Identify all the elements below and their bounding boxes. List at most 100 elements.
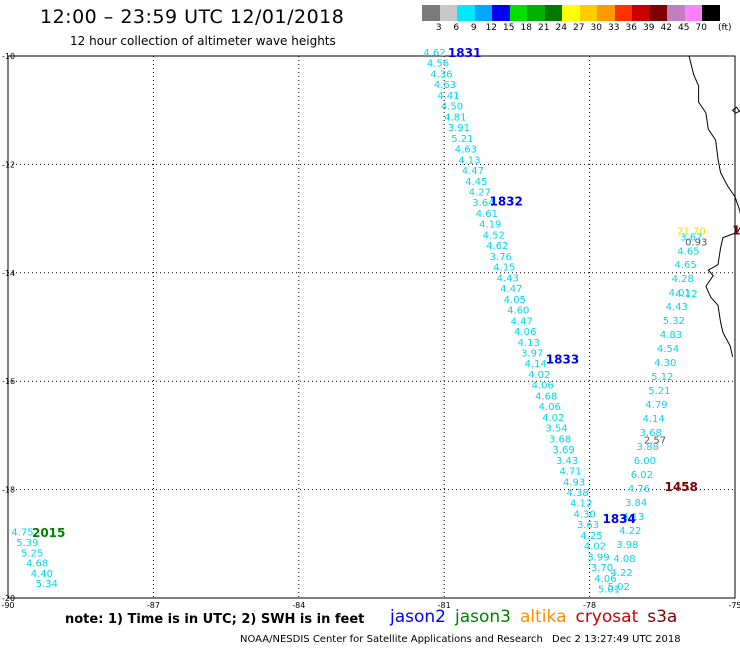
- wave-height-value: 4.06: [594, 574, 616, 585]
- wave-height-value: 4.22: [610, 568, 632, 579]
- color-swatch: [474, 5, 492, 21]
- wave-height-value: 5.21: [451, 134, 473, 145]
- wave-height-value: 5.12: [651, 372, 673, 383]
- color-scale-tick: 39: [643, 23, 655, 33]
- color-swatch: [579, 5, 597, 21]
- x-tick-label: -75: [728, 601, 740, 610]
- color-scale-tick: 21: [538, 23, 550, 33]
- color-swatch: [667, 5, 685, 21]
- wave-height-value: 4.30: [573, 510, 595, 521]
- wave-height-value: 4.79: [645, 400, 667, 411]
- wave-height-value: 4.13: [458, 155, 480, 166]
- pass-number-label: 1832: [489, 195, 522, 209]
- x-tick-label: -87: [147, 601, 160, 610]
- color-swatch: [632, 5, 650, 21]
- legend-s3a: s3a: [647, 607, 678, 627]
- color-swatch: [422, 5, 440, 21]
- wave-height-value: 4.22: [619, 526, 641, 537]
- credit-text: NOAA/NESDIS Center for Satellite Applica…: [240, 634, 543, 645]
- wave-height-value: 4.47: [462, 166, 484, 177]
- color-scale-tick: 24: [555, 23, 567, 33]
- wave-height-value: 4.62: [486, 241, 508, 252]
- wave-height-value: 3.91: [448, 123, 470, 134]
- wave-height-value: 3.43: [556, 456, 578, 467]
- color-scale-tick: 30: [590, 23, 602, 33]
- color-scale-tick: 6: [453, 23, 460, 33]
- wave-height-value: 6.02: [631, 470, 653, 481]
- wave-height-value: 4.65: [674, 260, 696, 271]
- color-scale-tick: 33: [608, 23, 620, 33]
- color-swatch: [702, 5, 720, 21]
- wave-height-value: 4.52: [483, 230, 505, 241]
- color-scale-tick: 15: [503, 23, 515, 33]
- wave-height-value: 4.06: [514, 327, 536, 338]
- page-title: 12:00 – 23:59 UTC 12/01/2018: [40, 6, 345, 28]
- wave-height-value: 4.61: [476, 209, 498, 220]
- wave-height-value: 5.21: [648, 386, 670, 397]
- wave-height-value: 4.68: [535, 391, 557, 402]
- wave-height-value: 5.25: [21, 548, 43, 559]
- wave-height-value: 4.02: [528, 370, 550, 381]
- wave-height-value: 4.62: [423, 48, 445, 59]
- wave-height-value: 4.93: [563, 477, 585, 488]
- color-swatch: [544, 5, 562, 21]
- y-tick-label: -18: [2, 486, 15, 495]
- wave-height-value: 4.65: [677, 246, 699, 257]
- wave-height-value: 4.63: [434, 80, 456, 91]
- wave-height-value: 3.64: [472, 198, 494, 209]
- color-scale-tick: 12: [485, 23, 497, 33]
- wave-height-value: 4.25: [580, 531, 602, 542]
- wave-height-value: 4.30: [654, 358, 676, 369]
- wave-height-value: 3.84: [625, 498, 647, 509]
- wave-height-value: 4.27: [469, 188, 491, 199]
- legend-altika: altika: [520, 607, 567, 627]
- wave-height-value: 3.63: [577, 520, 599, 531]
- wave-height-value: 5.01: [598, 585, 620, 596]
- wave-height-value: 4.19: [479, 220, 501, 231]
- wave-height-value: 3.88: [637, 442, 659, 453]
- wave-height-value: 4.54: [657, 344, 679, 355]
- color-scale-tick: 9: [470, 23, 477, 33]
- wave-height-value: 4.50: [441, 102, 463, 113]
- pass-number-label: 1833: [546, 352, 579, 366]
- wave-height-value: 5.02: [608, 582, 630, 593]
- island-outline: [731, 106, 740, 114]
- color-swatch: [509, 5, 527, 21]
- wave-height-value: 4.47: [511, 316, 533, 327]
- timestamp-text: Dec 2 13:27:49 UTC 2018: [552, 634, 681, 645]
- color-swatch: [492, 5, 510, 21]
- legend-cryosat: cryosat: [575, 607, 639, 627]
- wave-height-value: 3.97: [521, 349, 543, 360]
- wave-height-value: 4.38: [566, 488, 588, 499]
- x-tick-label: -84: [292, 601, 305, 610]
- color-swatch: [614, 5, 632, 21]
- wave-height-value: 4.45: [465, 177, 487, 188]
- wave-height-value: 3.54: [545, 424, 567, 435]
- wave-height-value: 4.83: [660, 330, 682, 341]
- units-note: note: 1) Time is in UTC; 2) SWH is in fe…: [65, 612, 365, 627]
- color-scale-tick: 42: [660, 23, 672, 33]
- wave-height-value: 4.02: [542, 413, 564, 424]
- wave-height-value: 4.47: [500, 284, 522, 295]
- wave-height-value: 4.28: [672, 274, 694, 285]
- color-scale-bar: [422, 5, 720, 21]
- wave-height-value: 3.76: [490, 252, 512, 263]
- wave-height-value: 4.81: [444, 112, 466, 123]
- color-swatch: [562, 5, 580, 21]
- wave-height-value: 4.08: [613, 554, 635, 565]
- wave-height-value: 6.00: [634, 456, 656, 467]
- wave-height-value: 2.57: [644, 436, 666, 447]
- wave-height-value: 21.70: [677, 226, 706, 237]
- wave-height-value: 3.69: [552, 445, 574, 456]
- wave-height-value: 4.75: [11, 528, 33, 539]
- wave-height-value: 4.60: [507, 306, 529, 317]
- wave-height-value: 3.68: [549, 434, 571, 445]
- wave-height-value: 4.14: [525, 359, 547, 370]
- pass-number-label: 2015: [32, 526, 65, 540]
- wave-height-value: 4.06: [532, 381, 554, 392]
- wave-height-value: 5.39: [16, 538, 38, 549]
- wave-height-value: 4.15: [493, 263, 515, 274]
- wave-height-value: 4.02: [584, 542, 606, 553]
- wave-height-value: 4.71: [559, 467, 581, 478]
